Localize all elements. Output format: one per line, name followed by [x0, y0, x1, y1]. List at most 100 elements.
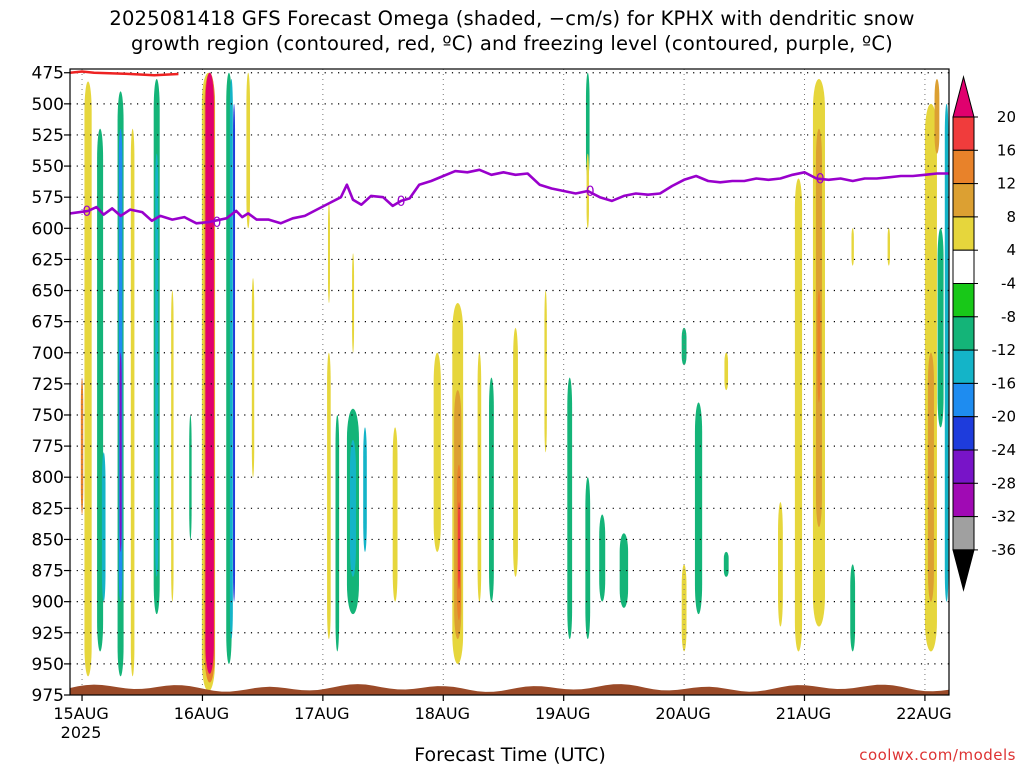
omega-region: [567, 377, 573, 639]
freezing-level-label: 0: [397, 194, 406, 210]
pressure-tick-label: 650: [32, 282, 64, 302]
omega-region: [246, 72, 251, 229]
pressure-tick-label: 525: [32, 126, 64, 146]
omega-region: [229, 78, 233, 639]
pressure-tick-label: 975: [32, 686, 64, 706]
terrain-fill: [70, 684, 949, 695]
omega-region: [599, 514, 606, 602]
freezing-level-label: 0: [82, 204, 91, 220]
time-tick-label: 22AUG: [896, 704, 951, 723]
source-credit: coolwx.com/models: [859, 746, 1016, 764]
colorbar-level-label: 4: [1006, 241, 1016, 259]
colorbar-top-arrow: [952, 75, 975, 118]
omega-region: [233, 103, 236, 602]
pressure-tick-label: 925: [32, 624, 64, 644]
omega-region: [352, 253, 355, 353]
omega-region: [681, 327, 687, 366]
time-tick-sublabel: 2025: [61, 723, 102, 742]
omega-region: [681, 564, 687, 652]
colorbar-bin: [952, 449, 975, 484]
colorbar-bin: [952, 149, 975, 185]
omega-region: [130, 128, 135, 677]
omega-region: [97, 128, 104, 652]
colorbar-level-label: -16: [992, 374, 1017, 392]
colorbar-level-label: 16: [997, 141, 1016, 159]
omega-region: [513, 327, 518, 577]
freezing-level-label: 0: [816, 172, 825, 188]
pressure-tick-label: 900: [32, 593, 64, 613]
omega-region: [119, 352, 122, 552]
chart-title-line1: 2025081418 GFS Forecast Omega (shaded, −…: [109, 7, 915, 30]
omega-region: [335, 414, 340, 652]
omega-region: [327, 352, 331, 639]
chart-title-line2: growth region (contoured, red, ºC) and f…: [131, 32, 893, 55]
time-tick-label: 21AUG: [776, 704, 831, 723]
omega-region: [619, 533, 629, 608]
omega-region: [694, 402, 703, 615]
time-tick-label: 17AUG: [294, 704, 349, 723]
pressure-tick-label: 750: [32, 406, 64, 426]
omega-region: [851, 228, 854, 266]
pressure-tick-label: 825: [32, 499, 64, 519]
colorbar-bin: [952, 516, 975, 551]
omega-region: [80, 377, 84, 515]
pressure-tick-label: 575: [32, 188, 64, 208]
omega-region: [489, 377, 494, 602]
omega-region: [934, 78, 940, 154]
pressure-tick-label: 700: [32, 344, 64, 364]
omega-region: [101, 452, 106, 602]
omega-region: [937, 228, 944, 428]
omega-region: [887, 228, 890, 266]
colorbar-bottom-arrow: [952, 549, 975, 592]
pressure-tick-label: 475: [32, 64, 64, 84]
omega-region: [171, 290, 174, 602]
pressure-tick-label: 850: [32, 530, 64, 550]
omega-region: [363, 427, 367, 552]
pressure-tick-label: 800: [32, 468, 64, 488]
colorbar-bin: [952, 216, 975, 251]
colorbar-bin: [952, 249, 975, 284]
colorbar-level-label: -36: [992, 541, 1017, 559]
colorbar-level-label: -32: [992, 508, 1017, 526]
omega-region: [433, 352, 441, 552]
contour-lines: 0 0 0 0 0: [70, 70, 949, 231]
pressure-tick-label: 600: [32, 219, 64, 239]
omega-region: [544, 290, 547, 453]
omega-region: [585, 72, 590, 179]
colorbar: 20 16 12 8 4 -4 -8 -12 -16 -20 -24 -28 -32 -36: [952, 75, 1017, 592]
omega-region: [205, 72, 214, 674]
pressure-tick-label: 675: [32, 313, 64, 333]
pressure-tick-label: 950: [32, 655, 64, 675]
pressure-tick-label: 625: [32, 250, 64, 270]
time-tick-label: 18AUG: [415, 704, 470, 723]
freezing-level-label: 0: [212, 215, 221, 231]
pressure-tick-label: 875: [32, 562, 64, 582]
omega-region: [251, 278, 255, 478]
colorbar-bin: [952, 183, 975, 218]
omega-shading: [80, 72, 949, 692]
freezing-level-label: 0: [586, 184, 595, 200]
time-tick-label: 19AUG: [535, 704, 590, 723]
colorbar-level-label: -24: [992, 441, 1017, 459]
colorbar-bin: [952, 116, 975, 151]
omega-region: [927, 352, 934, 602]
time-tick-label: 15AUG: [53, 704, 108, 723]
time-tick-label: 20AUG: [655, 704, 710, 723]
terrain-band: [70, 684, 949, 695]
colorbar-bin: [952, 416, 975, 451]
omega-region: [349, 439, 356, 577]
omega-region: [944, 103, 949, 602]
omega-region: [392, 427, 398, 602]
omega-region: [850, 564, 856, 652]
omega-region: [585, 477, 591, 639]
colorbar-level-label: 20: [997, 108, 1016, 126]
omega-region: [794, 178, 803, 652]
colorbar-level-label: -8: [1001, 308, 1016, 326]
colorbar-bin: [952, 382, 975, 418]
colorbar-level-label: 12: [997, 175, 1016, 193]
colorbar-bin: [952, 283, 975, 318]
omega-region: [327, 203, 330, 303]
colorbar-level-label: -28: [992, 474, 1017, 492]
